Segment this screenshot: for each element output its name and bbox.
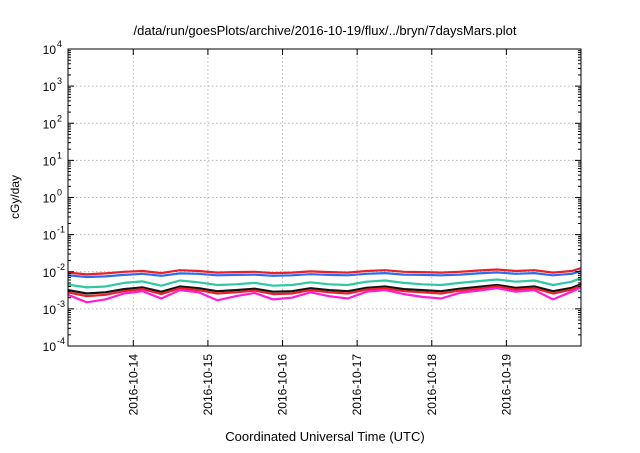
series-line-6 bbox=[67, 286, 582, 304]
x-tick-label: 2016-10-18 bbox=[425, 354, 439, 416]
x-tick-label: 2016-10-15 bbox=[201, 354, 215, 416]
x-tick-label: 2016-10-16 bbox=[276, 354, 290, 416]
series-line-4 bbox=[67, 283, 582, 295]
y-tick-label: 10 bbox=[43, 192, 57, 206]
series-line-3 bbox=[67, 276, 582, 289]
y-axis-label: cGy/day bbox=[8, 175, 22, 219]
y-tick-exponent: 3 bbox=[57, 76, 62, 86]
x-axis: 2016-10-14 2016-10-15 2016-10-16 2016-10-17… bbox=[126, 49, 513, 415]
y-tick-exponent: 2 bbox=[57, 113, 62, 123]
chart-title: /data/run/goesPlots/archive/2016-10-19/f… bbox=[134, 23, 517, 38]
y-tick-exponent: -3 bbox=[57, 299, 65, 309]
x-tick-label: 2016-10-14 bbox=[126, 354, 140, 416]
x-tick-label: 2016-10-17 bbox=[350, 354, 364, 416]
y-tick-label: 10 bbox=[43, 266, 57, 280]
y-tick-label: 10 bbox=[43, 43, 57, 57]
series-line-2 bbox=[67, 269, 582, 279]
y-tick-label: 10 bbox=[43, 303, 57, 317]
series-line-5 bbox=[67, 284, 582, 298]
x-axis-label: Coordinated Universal Time (UTC) bbox=[225, 429, 424, 444]
y-tick-exponent: 4 bbox=[57, 39, 62, 49]
y-tick-exponent: 0 bbox=[57, 188, 62, 198]
series-layer bbox=[67, 267, 582, 304]
grid-lines bbox=[68, 49, 581, 346]
y-tick-exponent: -1 bbox=[57, 225, 65, 235]
y-tick-label: 10 bbox=[43, 80, 57, 94]
y-tick-exponent: 1 bbox=[57, 150, 62, 160]
y-tick-label: 10 bbox=[43, 229, 57, 243]
y-tick-exponent: -2 bbox=[57, 262, 65, 272]
y-tick-label: 10 bbox=[43, 340, 57, 354]
y-tick-label: 10 bbox=[43, 154, 57, 168]
series-line-1 bbox=[67, 267, 582, 276]
y-tick-exponent: -4 bbox=[57, 336, 65, 346]
x-tick-label: 2016-10-19 bbox=[499, 354, 513, 416]
y-tick-label: 10 bbox=[43, 117, 57, 131]
